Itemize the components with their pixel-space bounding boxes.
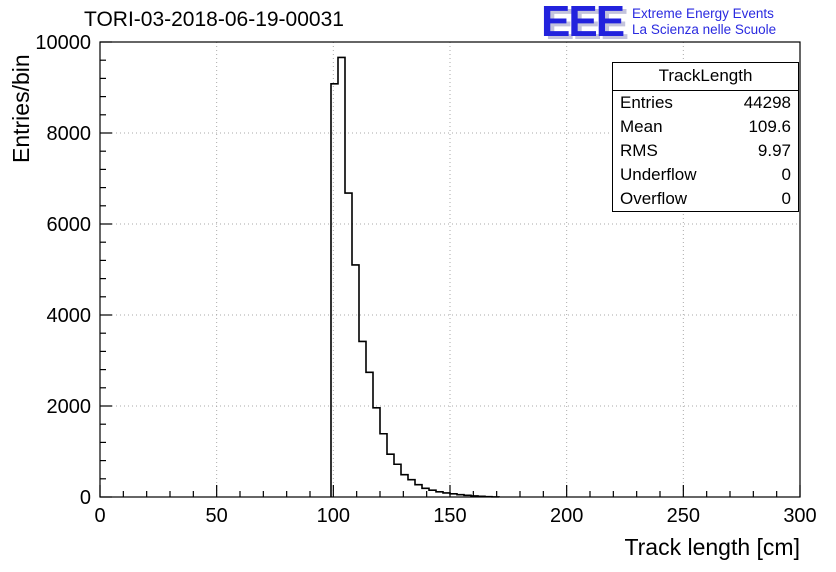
x-tick-label: 0: [94, 505, 105, 527]
eee-logo-tagline: Extreme Energy Events La Scienza nelle S…: [632, 6, 776, 38]
x-tick-label: 200: [550, 505, 583, 527]
stats-value: 0: [781, 165, 791, 184]
y-axis-title: Entries/bin: [8, 54, 34, 163]
eee-tagline-line1: Extreme Energy Events: [632, 6, 774, 21]
stats-label: Entries: [620, 93, 673, 112]
stats-row-rms: RMS 9.97: [613, 139, 798, 163]
stats-box: TrackLength Entries 44298 Mean 109.6 RMS…: [612, 62, 799, 212]
plot-title: TORI-03-2018-06-19-00031: [84, 8, 344, 31]
eee-logo-text: EEE: [541, 0, 625, 46]
y-tick-label: 4000: [47, 305, 92, 327]
y-tick-label: 6000: [47, 214, 92, 236]
stats-label: Overflow: [620, 189, 688, 208]
stats-label: RMS: [620, 141, 658, 160]
eee-logo: EEE Extreme Energy Events La Scienza nel…: [541, 0, 776, 46]
x-tick-label: 100: [317, 505, 350, 527]
stats-label: Mean: [620, 117, 663, 136]
x-tick-label: 300: [783, 505, 816, 527]
x-tick-label: 150: [433, 505, 466, 527]
x-tick-label: 250: [667, 505, 700, 527]
stats-box-title: TrackLength: [613, 63, 798, 91]
y-tick-label: 10000: [35, 32, 91, 54]
stats-label: Underflow: [620, 165, 697, 184]
stats-value: 109.6: [748, 117, 791, 136]
y-tick-label: 8000: [47, 123, 92, 145]
stats-row-mean: Mean 109.6: [613, 115, 798, 139]
x-axis-title: Track length [cm]: [624, 534, 800, 560]
eee-tagline-line2: La Scienza nelle Scuole: [632, 22, 777, 37]
histogram-line: [330, 56, 500, 498]
x-tick-label: 50: [206, 505, 228, 527]
stats-row-underflow: Underflow 0: [613, 163, 798, 187]
stats-row-overflow: Overflow 0: [613, 187, 798, 211]
stats-row-entries: Entries 44298: [613, 91, 798, 115]
y-tick-label: 0: [80, 487, 91, 509]
stats-value: 44298: [743, 93, 791, 112]
stats-value: 9.97: [757, 141, 791, 160]
stats-value: 0: [781, 189, 791, 208]
y-tick-label: 2000: [47, 396, 92, 418]
